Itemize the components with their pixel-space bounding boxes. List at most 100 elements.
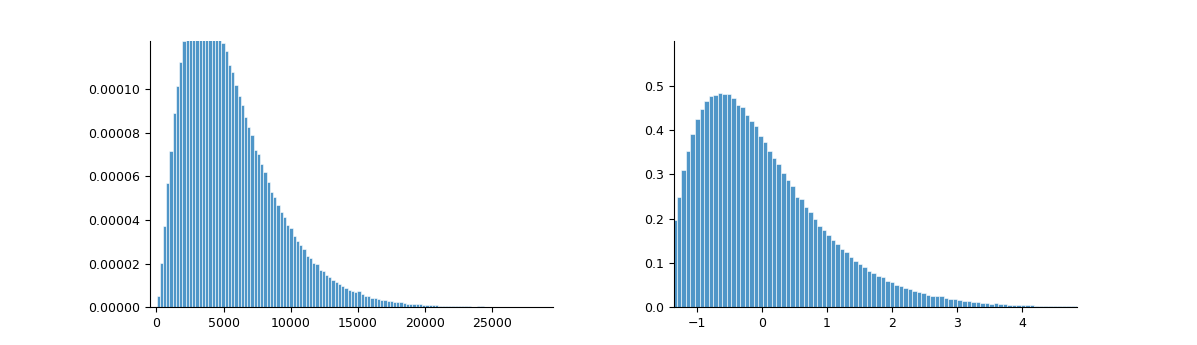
Bar — [214, 23, 218, 307]
Bar — [1075, 306, 1080, 307]
Bar — [338, 284, 341, 307]
Bar — [208, 10, 212, 307]
Bar — [777, 165, 780, 307]
Bar — [962, 300, 966, 307]
Bar — [455, 306, 457, 307]
Bar — [681, 170, 686, 307]
Bar — [260, 165, 263, 307]
Bar — [451, 306, 455, 307]
Bar — [413, 304, 415, 307]
Bar — [695, 119, 699, 307]
Bar — [322, 272, 324, 307]
Bar — [800, 199, 803, 307]
Bar — [225, 51, 227, 307]
Bar — [231, 72, 235, 307]
Bar — [195, 6, 199, 307]
Bar — [1067, 306, 1070, 307]
Bar — [402, 303, 406, 307]
Bar — [309, 258, 312, 307]
Bar — [341, 286, 345, 307]
Bar — [713, 95, 718, 307]
Bar — [163, 226, 166, 307]
Bar — [480, 306, 484, 307]
Bar — [836, 244, 840, 307]
Bar — [745, 116, 749, 307]
Bar — [202, 4, 205, 307]
Bar — [269, 191, 273, 307]
Bar — [912, 290, 917, 307]
Bar — [922, 294, 925, 307]
Bar — [1021, 305, 1026, 307]
Bar — [985, 303, 989, 307]
Bar — [303, 249, 305, 307]
Bar — [948, 299, 953, 307]
Bar — [678, 197, 681, 307]
Bar — [358, 291, 360, 307]
Bar — [290, 228, 292, 307]
Bar — [478, 306, 480, 307]
Bar — [423, 305, 425, 307]
Bar — [345, 288, 347, 307]
Bar — [980, 303, 985, 307]
Bar — [445, 306, 448, 307]
Bar — [292, 236, 296, 307]
Bar — [821, 229, 826, 307]
Bar — [889, 282, 894, 307]
Bar — [749, 121, 754, 307]
Bar — [468, 306, 470, 307]
Bar — [767, 151, 772, 307]
Bar — [691, 134, 695, 307]
Bar — [332, 280, 335, 307]
Bar — [400, 302, 402, 307]
Bar — [312, 263, 315, 307]
Bar — [759, 136, 762, 307]
Bar — [780, 173, 785, 307]
Bar — [673, 220, 678, 307]
Bar — [159, 263, 163, 307]
Bar — [658, 299, 663, 307]
Bar — [415, 304, 419, 307]
Bar — [1049, 306, 1052, 307]
Bar — [935, 296, 940, 307]
Bar — [227, 65, 231, 307]
Bar — [419, 304, 423, 307]
Bar — [785, 180, 790, 307]
Bar — [432, 305, 436, 307]
Bar — [286, 225, 290, 307]
Bar — [1070, 306, 1075, 307]
Bar — [863, 266, 867, 307]
Bar — [718, 93, 722, 307]
Bar — [940, 296, 944, 307]
Bar — [470, 306, 474, 307]
Bar — [189, 15, 193, 307]
Bar — [704, 101, 709, 307]
Bar — [899, 286, 904, 307]
Bar — [296, 241, 299, 307]
Bar — [663, 276, 668, 307]
Bar — [989, 304, 994, 307]
Bar — [1084, 306, 1089, 307]
Bar — [1044, 306, 1049, 307]
Bar — [166, 184, 170, 307]
Bar — [709, 96, 713, 307]
Bar — [347, 290, 351, 307]
Bar — [831, 240, 836, 307]
Bar — [393, 302, 396, 307]
Bar — [277, 205, 280, 307]
Bar — [849, 257, 853, 307]
Bar — [867, 272, 871, 307]
Bar — [894, 285, 899, 307]
Bar — [885, 281, 889, 307]
Bar — [387, 300, 390, 307]
Bar — [966, 301, 971, 307]
Bar — [1062, 306, 1067, 307]
Bar — [170, 151, 172, 307]
Bar — [263, 172, 267, 307]
Bar — [1080, 306, 1084, 307]
Bar — [790, 186, 795, 307]
Bar — [1026, 305, 1029, 307]
Bar — [1057, 306, 1062, 307]
Bar — [762, 141, 767, 307]
Bar — [871, 273, 876, 307]
Bar — [267, 182, 269, 307]
